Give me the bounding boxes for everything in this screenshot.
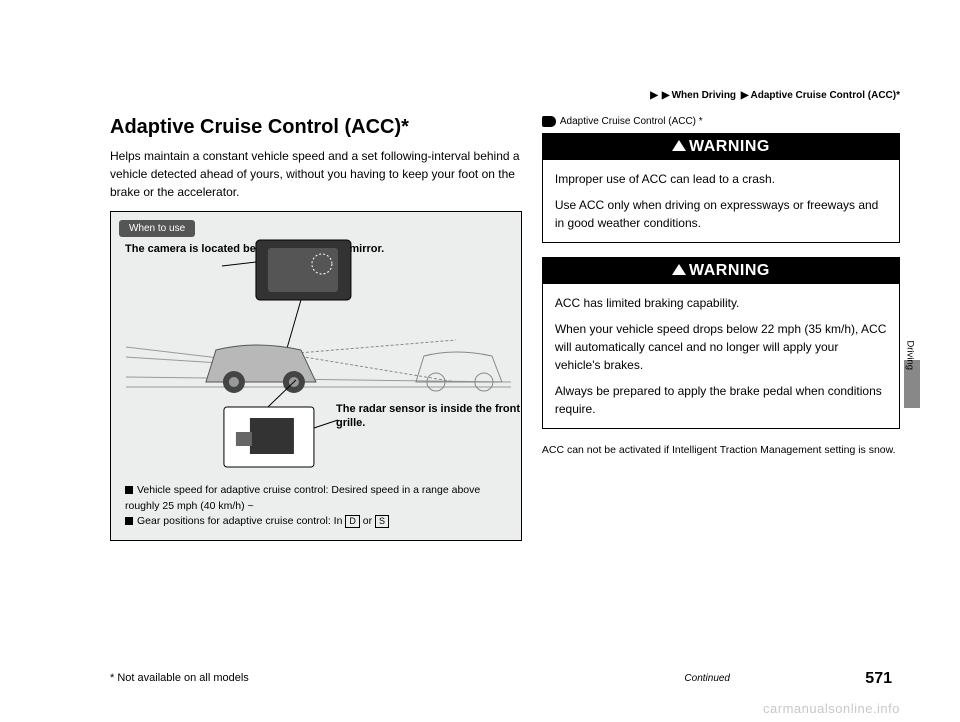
- note-gear: Gear positions for adaptive cruise contr…: [125, 514, 507, 530]
- info-icon: [542, 116, 556, 127]
- breadcrumb-arrow-icon: ▶: [741, 90, 749, 101]
- watermark: carmanualsonline.info: [763, 701, 900, 716]
- warning-text: Improper use of ACC can lead to a crash.: [555, 170, 887, 188]
- diagram-notes: Vehicle speed for adaptive cruise contro…: [125, 483, 507, 530]
- gear-s-indicator: S: [375, 515, 389, 528]
- warning-text: Use ACC only when driving on expressways…: [555, 196, 887, 232]
- warning-triangle-icon: [672, 140, 686, 151]
- gear-d-indicator: D: [345, 515, 360, 528]
- note-speed: Vehicle speed for adaptive cruise contro…: [125, 483, 507, 515]
- page-title: Adaptive Cruise Control (ACC)*: [110, 116, 522, 139]
- warning-body: Improper use of ACC can lead to a crash.…: [543, 160, 899, 242]
- warning-body: ACC has limited braking capability. When…: [543, 284, 899, 428]
- warning-box-1: WARNING Improper use of ACC can lead to …: [542, 133, 900, 243]
- breadcrumb-part1: When Driving: [672, 90, 736, 101]
- breadcrumb: ▶▶When Driving ▶Adaptive Cruise Control …: [648, 90, 900, 101]
- bullet-icon: [125, 486, 133, 494]
- page-number: 571: [865, 670, 892, 688]
- footer-note: * Not available on all models: [110, 672, 249, 684]
- snow-note: ACC can not be activated if Intelligent …: [542, 443, 900, 459]
- intro-paragraph: Helps maintain a constant vehicle speed …: [110, 147, 522, 201]
- footer-continued: Continued: [684, 673, 730, 684]
- page: ▶▶When Driving ▶Adaptive Cruise Control …: [0, 0, 960, 722]
- bullet-icon: [125, 517, 133, 525]
- warning-header: WARNING: [543, 134, 899, 160]
- warning-triangle-icon: [672, 264, 686, 275]
- breadcrumb-part2: Adaptive Cruise Control (ACC): [751, 90, 897, 101]
- annotation-header: Adaptive Cruise Control (ACC) *: [542, 116, 900, 127]
- warning-text: Always be prepared to apply the brake pe…: [555, 382, 887, 418]
- content-columns: Adaptive Cruise Control (ACC)* Helps mai…: [110, 116, 900, 541]
- breadcrumb-arrow-icon: ▶: [662, 90, 670, 101]
- warning-header: WARNING: [543, 258, 899, 284]
- breadcrumb-arrow-icon: ▶: [650, 90, 658, 101]
- left-column: Adaptive Cruise Control (ACC)* Helps mai…: [110, 116, 522, 541]
- warning-text: ACC has limited braking capability.: [555, 294, 887, 312]
- vehicle-diagram: [111, 232, 521, 492]
- breadcrumb-star: *: [896, 90, 900, 101]
- warning-text: When your vehicle speed drops below 22 m…: [555, 320, 887, 374]
- diagram-box: When to use The camera is located behind…: [110, 211, 522, 541]
- section-label: Driving: [905, 340, 916, 370]
- right-column: Adaptive Cruise Control (ACC) * WARNING …: [542, 116, 900, 541]
- warning-box-2: WARNING ACC has limited braking capabili…: [542, 257, 900, 429]
